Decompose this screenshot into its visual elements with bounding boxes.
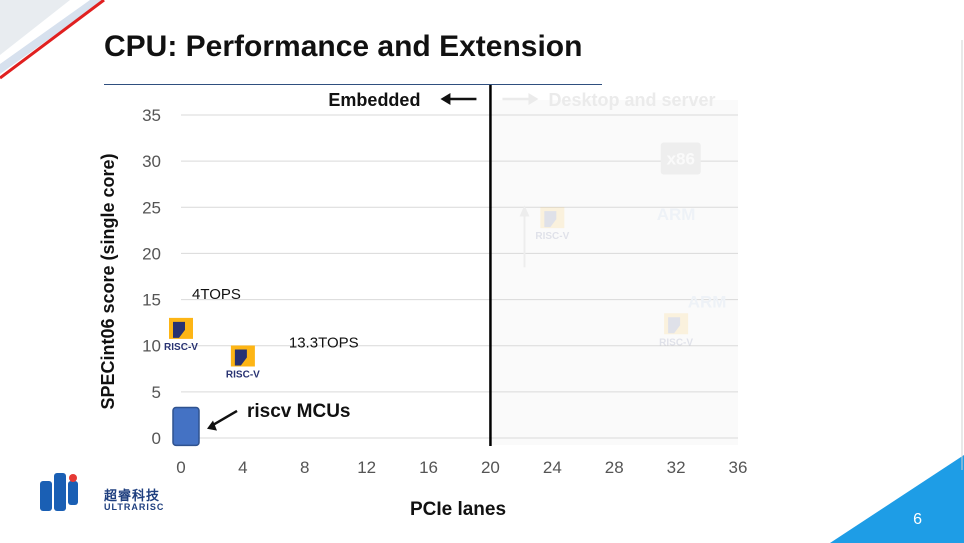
point-riscv-4tops: RISC-V — [164, 317, 198, 353]
server-region-fade — [492, 100, 738, 445]
x-tick-label: 12 — [357, 458, 376, 477]
top-left-stripe-gray — [0, 0, 70, 55]
mcu-arrow-head — [207, 420, 217, 431]
y-axis-label: SPECint06 score (single core) — [98, 153, 118, 409]
x-tick-label: 16 — [419, 458, 438, 477]
logo-text-cn: 超睿科技 — [104, 488, 161, 503]
title-underline — [104, 84, 602, 85]
arm-low-label: ARM — [688, 293, 727, 312]
riscv-logo-text: RISC-V — [659, 337, 693, 348]
x86-chip-icon — [660, 142, 701, 175]
x-tick-label: 32 — [667, 458, 686, 477]
y-tick-label: 20 — [142, 244, 161, 263]
y-tick-label: 5 — [152, 383, 161, 402]
point-riscv-server-low: RISC-V — [659, 313, 693, 348]
y-tick-label: 10 — [142, 337, 161, 356]
annotation-riscv-13tops: 13.3TOPS — [289, 335, 359, 352]
region-label-server: Desktop and server — [548, 90, 715, 110]
arrow-server-head — [528, 93, 539, 105]
x-tick-label: 8 — [300, 458, 309, 477]
x86-label: x86 — [667, 150, 695, 169]
y-tick-label: 15 — [142, 291, 161, 310]
mcu-bar — [172, 406, 200, 447]
region-label-embedded: Embedded — [328, 90, 420, 110]
riscv-logo-text: RISC-V — [164, 342, 198, 353]
x-tick-label: 28 — [605, 458, 624, 477]
arm-high-label: ARM — [657, 205, 696, 224]
annotation-riscv-4tops: 4TOPS — [192, 286, 241, 303]
corner-triangle — [830, 455, 964, 543]
x-axis-label: PCIe lanes — [410, 499, 506, 520]
x-tick-label: 24 — [543, 458, 562, 477]
riscv-logo-text: RISC-V — [535, 231, 569, 242]
x-tick-label: 36 — [729, 458, 748, 477]
logo-text-en: ULTRARISC — [104, 502, 165, 512]
page-title: CPU: Performance and Extension — [104, 30, 583, 63]
arrow-up-server-head — [519, 205, 530, 217]
x-tick-label: 4 — [238, 458, 247, 477]
y-tick-label: 0 — [152, 429, 161, 448]
x-tick-label: 20 — [481, 458, 500, 477]
mcu-arrow — [212, 409, 238, 427]
page-number: 6 — [913, 511, 922, 528]
point-riscv-13tops: RISC-V — [226, 345, 260, 381]
mcu-label: riscv MCUs — [247, 401, 351, 422]
riscv-logo-text: RISC-V — [226, 370, 260, 381]
y-tick-label: 25 — [142, 198, 161, 217]
arrow-embedded-head — [440, 93, 451, 105]
ultrarisc-logo — [40, 473, 78, 511]
y-tick-label: 30 — [142, 152, 161, 171]
top-left-stripe-red — [0, 0, 105, 80]
point-riscv-server-high: RISC-V — [535, 207, 570, 242]
x-tick-label: 0 — [176, 458, 185, 477]
y-tick-label: 35 — [142, 106, 161, 125]
